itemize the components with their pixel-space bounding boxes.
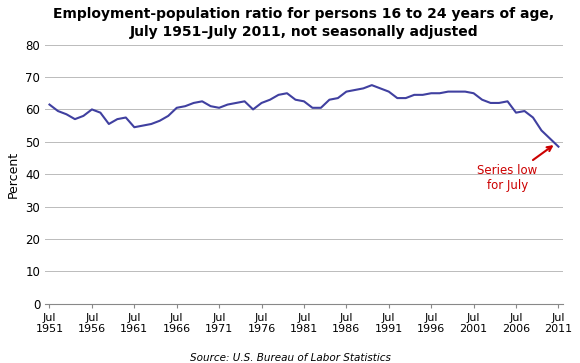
- Text: Source: U.S. Bureau of Labor Statistics: Source: U.S. Bureau of Labor Statistics: [190, 353, 390, 363]
- Title: Employment-population ratio for persons 16 to 24 years of age,
July 1951–July 20: Employment-population ratio for persons …: [53, 7, 554, 39]
- Text: Series low
for July: Series low for July: [477, 146, 552, 192]
- Y-axis label: Percent: Percent: [7, 151, 20, 198]
